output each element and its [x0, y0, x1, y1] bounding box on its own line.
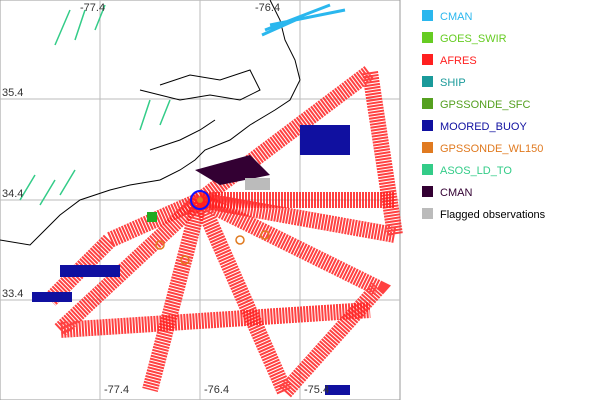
legend-swatch: [422, 164, 433, 175]
lon-label: -76.4: [204, 384, 229, 396]
afres-tracks: [38, 57, 405, 400]
lat-label: 33.4: [2, 288, 23, 300]
coast: [139, 69, 261, 101]
obs-cluster: [195, 155, 270, 185]
legend-label: GOES_SWIR: [440, 33, 507, 45]
legend-label: SHIP: [440, 77, 466, 89]
legend-swatch: [422, 10, 433, 21]
legend-label: ASOS_LD_TO: [440, 165, 512, 177]
legend-label: MOORED_BUOY: [440, 121, 527, 133]
buoy-obs: [32, 125, 350, 395]
flight-track: [195, 57, 405, 245]
legend-label: AFRES: [440, 55, 477, 67]
legend-label: CMAN: [440, 11, 472, 23]
legend-swatch: [422, 76, 433, 87]
lon-label: -75.4: [304, 384, 329, 396]
sonde: [235, 235, 245, 245]
sonde: [155, 240, 165, 250]
cman-barbs: [261, 3, 346, 37]
legend-label: GPSSONDE_WL150: [440, 143, 543, 155]
coast: [149, 119, 216, 151]
legend-swatch: [422, 32, 433, 43]
lat-label: 35.4: [2, 87, 23, 99]
gps-marker: [147, 212, 157, 222]
coastline: [0, 0, 301, 246]
legend-swatch: [422, 120, 433, 131]
legend-label: GPSSONDE_SFC: [440, 99, 531, 111]
legend-swatch: [422, 142, 433, 153]
asos-barbs: [19, 4, 171, 206]
buoy-cluster: [325, 385, 350, 395]
lon-label: -77.4: [104, 384, 129, 396]
flight-track: [142, 197, 208, 393]
sonde: [260, 230, 270, 240]
legend-label: Flagged observations: [440, 209, 546, 221]
legend-swatch: [422, 186, 433, 197]
flight-track: [38, 194, 371, 340]
sonde-obs: [155, 230, 270, 265]
legend-swatch: [422, 54, 433, 65]
center-marker: [190, 190, 210, 210]
buoy-cluster: [32, 292, 72, 302]
buoy-cluster: [300, 125, 350, 155]
wind-barb: [261, 3, 346, 37]
flagged-cluster: [245, 178, 270, 190]
buoy-cluster: [60, 265, 120, 277]
sonde: [180, 255, 190, 265]
wind-barb: [19, 4, 171, 206]
legend-label: CMAN: [440, 187, 472, 199]
center-dot: [197, 197, 203, 203]
lon-label: -77.4: [80, 2, 105, 14]
legend-swatch: [422, 98, 433, 109]
legend-swatch: [422, 208, 433, 219]
lat-label: 34.4: [2, 188, 23, 200]
coast: [0, 0, 301, 246]
lon-label: -76.4: [255, 2, 280, 14]
cman-dark: [195, 155, 270, 190]
flight-track: [192, 192, 391, 400]
